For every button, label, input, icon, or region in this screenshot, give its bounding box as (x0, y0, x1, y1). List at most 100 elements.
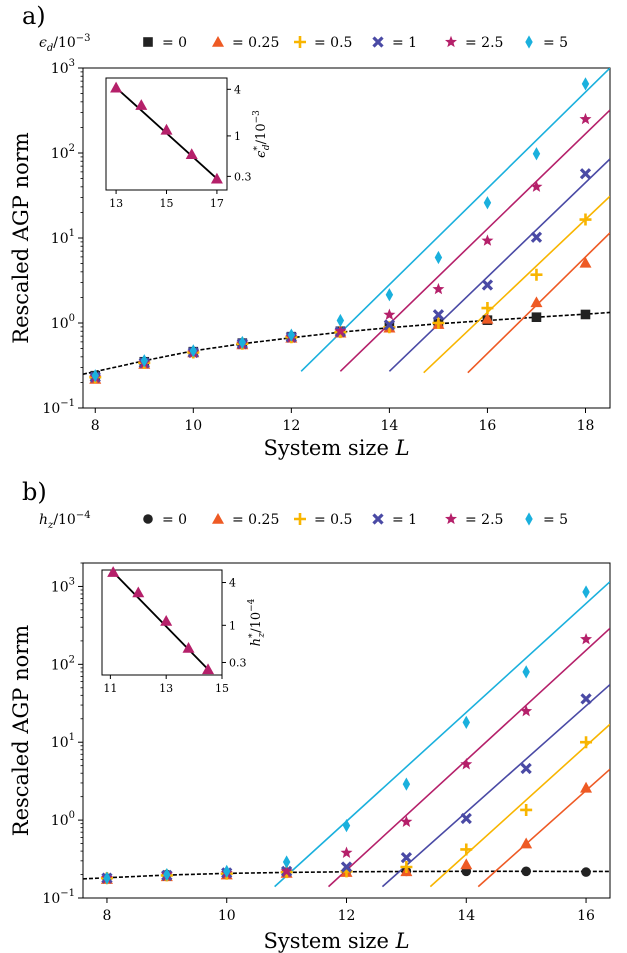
inset-data-point (210, 172, 223, 184)
data-point (531, 312, 542, 323)
data-point (580, 632, 593, 645)
data-point (481, 302, 494, 315)
data-point (532, 147, 541, 161)
data-point (400, 851, 413, 864)
legend-variable: ϵd/10−3 (39, 33, 91, 54)
legend-marker (143, 514, 153, 524)
inset-y-axis-label: ϵ*d/10−3 (252, 110, 272, 158)
inset-y-tick-label: 0.3 (234, 170, 252, 183)
data-point (579, 256, 592, 268)
legend: ϵd/10−3 = 0 = 0.25 = 0.5 = 1 = 2.5 = 5 (39, 33, 568, 54)
y-tick-label: 100 (51, 313, 75, 332)
panel-label: b) (22, 478, 47, 506)
data-point (483, 196, 492, 210)
data-point (580, 736, 593, 749)
legend-marker (143, 37, 153, 47)
legend-entry: = 0 (162, 35, 187, 51)
inset-data-point (185, 148, 198, 160)
panel-a: a) ϵd/10−3 = 0 = 0.25 = 0.5 = 1 = 2.5 = 5 8 10 12 1… (9, 2, 611, 460)
data-point (460, 843, 473, 856)
data-point (432, 282, 445, 295)
inset-x-tick-label: 13 (159, 682, 173, 695)
data-point (520, 837, 533, 849)
fit-line (381, 683, 610, 888)
legend-entry: = 2.5 (465, 512, 503, 528)
y-tick-label: 103 (51, 58, 75, 77)
inset-data-point (160, 123, 173, 135)
data-point (460, 758, 473, 770)
data-point (582, 585, 590, 599)
inset-data-point (107, 566, 120, 577)
x-tick-label: 14 (380, 418, 398, 434)
legend-marker (525, 35, 533, 49)
x-axis-label: System size L (263, 929, 409, 953)
data-point (530, 180, 543, 192)
inset-y-tick-label: 1 (229, 619, 236, 632)
data-point (402, 777, 411, 791)
data-point (579, 168, 592, 180)
data-point (432, 309, 445, 321)
x-tick-label: 8 (91, 418, 100, 434)
data-point (140, 354, 148, 368)
inset-x-tick-label: 11 (103, 682, 117, 695)
x-tick-label: 18 (577, 418, 595, 434)
inset-data-point (135, 99, 148, 110)
inset-y-tick-label: 4 (229, 577, 236, 590)
panel-b: b) hz/10−4 = 0 = 0.25 = 0.5 = 1 = 2.5 = 5 8 10 12 1… (9, 478, 611, 953)
data-point (520, 803, 533, 816)
inset-data-point (160, 614, 173, 626)
data-point (238, 335, 247, 350)
inset-fit-line (112, 571, 209, 670)
data-point (530, 268, 543, 281)
data-point (581, 77, 590, 91)
data-point (460, 858, 473, 870)
legend-marker (525, 512, 533, 526)
inset-x-tick-label: 17 (210, 197, 224, 210)
y-tick-label: 103 (51, 576, 75, 595)
legend-entry: = 0.5 (314, 35, 352, 51)
inset-y-tick-label: 1 (234, 130, 241, 143)
inset: 11 13 15 4 1 0.3h*z/10−4 (101, 566, 267, 695)
legend-variable: hz/10−4 (39, 510, 91, 531)
inset-x-tick-label: 15 (215, 682, 229, 695)
data-point (189, 344, 198, 358)
data-point (580, 309, 591, 320)
legend-entry: = 1 (392, 35, 417, 51)
data-point (334, 324, 347, 337)
data-point (103, 871, 111, 885)
legend-entry: = 0 (162, 512, 187, 528)
data-point (481, 312, 494, 324)
legend-marker (294, 36, 306, 48)
data-point (462, 715, 470, 729)
data-point (340, 846, 353, 858)
y-tick-label: 10−1 (42, 888, 75, 907)
data-point (530, 231, 543, 243)
data-point (336, 313, 345, 328)
legend-entry: = 0.25 (232, 512, 279, 528)
data-area (83, 68, 610, 384)
inset: 13 15 17 4 1 0.3ϵ*d/10−3 (105, 77, 272, 210)
inset-data-point (202, 663, 215, 675)
data-point (385, 288, 394, 302)
data-point (383, 308, 396, 320)
data-point (91, 369, 99, 383)
data-point (580, 781, 593, 793)
data-point (400, 815, 413, 827)
data-point (460, 812, 472, 825)
data-point (223, 864, 231, 878)
data-point (287, 328, 296, 342)
data-point (579, 213, 592, 226)
y-axis-label: Rescaled AGP norm (9, 625, 33, 837)
inset-data-point (110, 81, 123, 93)
inset-y-tick-label: 0.3 (229, 656, 247, 669)
data-point (581, 867, 591, 877)
fit-line (429, 723, 610, 888)
x-tick-label: 8 (102, 908, 111, 924)
inset-y-axis-label: h*z/10−4 (247, 598, 267, 646)
legend-entry: = 5 (543, 512, 568, 528)
legend-marker (294, 513, 306, 525)
legend-marker (372, 513, 384, 525)
y-tick-label: 101 (51, 228, 75, 247)
fit-line (339, 109, 610, 372)
x-tick-label: 16 (577, 908, 595, 924)
